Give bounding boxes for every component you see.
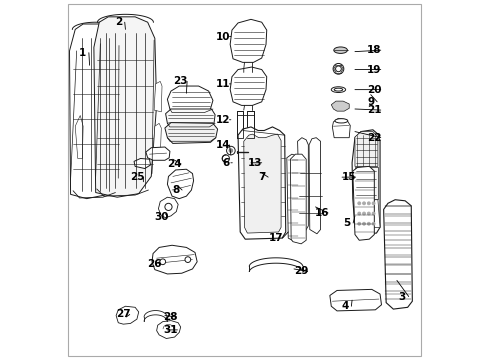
Polygon shape [383,200,411,309]
Circle shape [371,212,374,215]
Polygon shape [290,154,305,244]
Text: 14: 14 [215,140,230,150]
Polygon shape [354,132,377,166]
Text: 1: 1 [79,48,86,58]
Text: 27: 27 [116,310,130,319]
Text: 5: 5 [343,218,349,228]
Polygon shape [354,167,377,199]
Text: 2: 2 [114,17,122,27]
Polygon shape [352,166,373,240]
Polygon shape [230,19,266,62]
Circle shape [184,257,190,262]
Polygon shape [134,158,150,168]
Polygon shape [286,154,298,242]
Circle shape [222,155,229,162]
Text: 9: 9 [366,97,373,107]
Polygon shape [167,86,212,115]
Polygon shape [330,101,348,111]
Circle shape [362,222,365,225]
Polygon shape [230,67,266,105]
Text: 4: 4 [341,301,348,311]
Ellipse shape [334,119,347,123]
Polygon shape [332,118,349,138]
Ellipse shape [333,88,342,91]
Polygon shape [167,169,193,199]
Text: 10: 10 [215,32,230,41]
Polygon shape [94,17,156,197]
Text: 21: 21 [366,105,381,115]
Polygon shape [297,138,308,232]
Polygon shape [75,116,83,158]
Text: 26: 26 [146,259,161,269]
Text: 7: 7 [258,172,265,182]
Text: 15: 15 [341,172,356,182]
Text: 31: 31 [163,325,178,335]
Circle shape [226,146,235,155]
Polygon shape [165,109,215,129]
Ellipse shape [330,87,345,93]
Circle shape [357,202,360,205]
Ellipse shape [333,47,346,53]
Text: 28: 28 [163,312,177,322]
Text: 29: 29 [293,266,308,276]
Circle shape [228,149,232,152]
Circle shape [371,222,374,225]
Text: 18: 18 [366,45,381,55]
Circle shape [160,259,165,265]
Text: 16: 16 [314,208,328,218]
Text: 12: 12 [215,115,230,125]
Circle shape [332,63,343,74]
Text: 30: 30 [154,212,168,221]
Circle shape [357,222,360,225]
Text: 22: 22 [366,133,381,143]
Text: 23: 23 [173,76,187,86]
Polygon shape [152,245,197,274]
Polygon shape [351,130,379,234]
Polygon shape [153,123,161,158]
Polygon shape [145,147,169,160]
Text: 25: 25 [129,172,144,182]
Bar [247,111,253,138]
Polygon shape [238,127,285,239]
Text: 17: 17 [268,233,283,243]
Polygon shape [69,24,122,199]
Circle shape [366,212,369,215]
Text: 20: 20 [366,85,381,95]
Circle shape [335,66,341,72]
Circle shape [371,202,374,205]
Circle shape [366,202,369,205]
Text: 11: 11 [215,79,230,89]
Polygon shape [308,138,320,234]
Polygon shape [244,134,281,233]
Circle shape [362,212,365,215]
Circle shape [164,203,172,211]
Circle shape [366,222,369,225]
Polygon shape [154,81,162,112]
Polygon shape [116,306,139,324]
Text: 8: 8 [172,185,179,195]
Polygon shape [116,125,122,157]
Text: 6: 6 [222,158,229,168]
Polygon shape [329,289,381,311]
Text: 3: 3 [398,292,405,302]
Text: 19: 19 [366,64,381,75]
Text: 24: 24 [167,159,182,169]
Text: 13: 13 [247,158,262,168]
Circle shape [357,212,360,215]
Polygon shape [164,123,217,143]
Polygon shape [156,320,180,338]
Circle shape [362,202,365,205]
Polygon shape [158,197,178,218]
Bar [236,111,243,138]
Polygon shape [354,200,379,227]
